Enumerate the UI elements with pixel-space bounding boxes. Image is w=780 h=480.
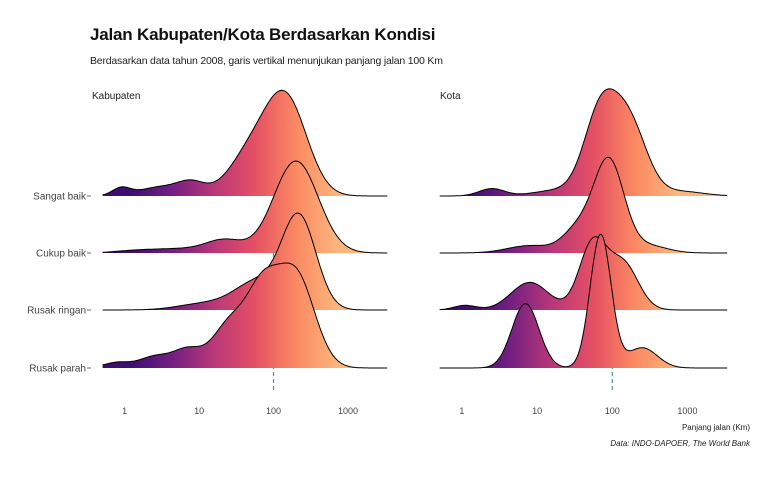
x-axis-title: Panjang jalan (Km) — [682, 423, 750, 432]
x-tick-label: 10 — [532, 406, 542, 416]
ridge-fill-kabupaten-rusak-parah — [102, 263, 388, 368]
x-tick-label: 1000 — [338, 406, 358, 416]
y-tick-label: Rusak ringan — [27, 306, 86, 317]
x-tick-label: 100 — [605, 406, 620, 416]
panel-label-kota: Kota — [440, 91, 461, 102]
ridge-line-kota-rusak-ringan — [439, 236, 728, 311]
y-tick-label: Sangat baik — [33, 192, 87, 203]
ridge-line-kota-cukup-baik — [439, 156, 728, 254]
y-tick-label: Cukup baik — [36, 249, 87, 260]
ridge-line-kabupaten-rusak-ringan — [102, 212, 388, 311]
ridge-fill-kabupaten-sangat-baik — [102, 90, 388, 196]
ridge-fill-kabupaten-cukup-baik — [102, 161, 388, 253]
y-tick-label: Rusak parah — [29, 364, 86, 375]
ridge-line-kabupaten-cukup-baik — [102, 160, 388, 254]
x-tick-label: 1 — [459, 406, 464, 416]
ridge-line-kabupaten-sangat-baik — [102, 89, 388, 197]
x-tick-label: 10 — [194, 406, 204, 416]
ridge-fill-kota-rusak-ringan — [439, 236, 728, 310]
panel-label-kabupaten: Kabupaten — [92, 91, 140, 102]
ridge-line-kota-sangat-baik — [439, 88, 728, 197]
chart-subtitle: Berdasarkan data tahun 2008, garis verti… — [90, 55, 443, 67]
ridge-line-kota-rusak-parah — [439, 233, 728, 369]
ridge-fill-kota-cukup-baik — [439, 157, 728, 253]
x-tick-label: 1000 — [677, 406, 697, 416]
x-tick-label: 100 — [266, 406, 281, 416]
x-tick-label: 1 — [122, 406, 127, 416]
ridge-line-kabupaten-rusak-parah — [102, 262, 388, 369]
chart-title: Jalan Kabupaten/Kota Berdasarkan Kondisi — [90, 25, 436, 44]
ridge-fill-kota-sangat-baik — [439, 88, 728, 196]
ridge-fill-kota-rusak-parah — [439, 234, 728, 368]
ridge-fill-kabupaten-rusak-ringan — [102, 213, 388, 310]
chart-caption: Data: INDO-DAPOER, The World Bank — [610, 439, 750, 448]
